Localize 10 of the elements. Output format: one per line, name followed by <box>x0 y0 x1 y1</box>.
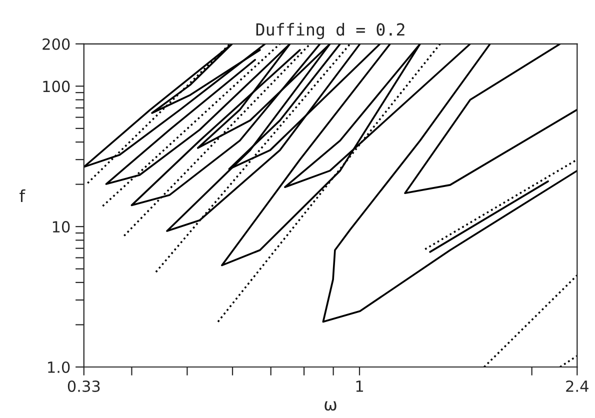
x-tick-label: 1 <box>356 380 363 392</box>
x-tick-label: 2.4 <box>566 380 588 392</box>
x-axis-title: ω <box>324 401 336 411</box>
y-tick-label: 100 <box>43 80 70 92</box>
y-tick-label: 200 <box>42 38 70 50</box>
y-tick-label: 10 <box>52 221 70 233</box>
x-tick-label: 0.33 <box>68 380 100 392</box>
chart-title: Duffing d = 0.2 <box>256 22 404 40</box>
y-axis-title: f <box>20 189 26 202</box>
y-tick-label: 1.0 <box>48 361 70 374</box>
